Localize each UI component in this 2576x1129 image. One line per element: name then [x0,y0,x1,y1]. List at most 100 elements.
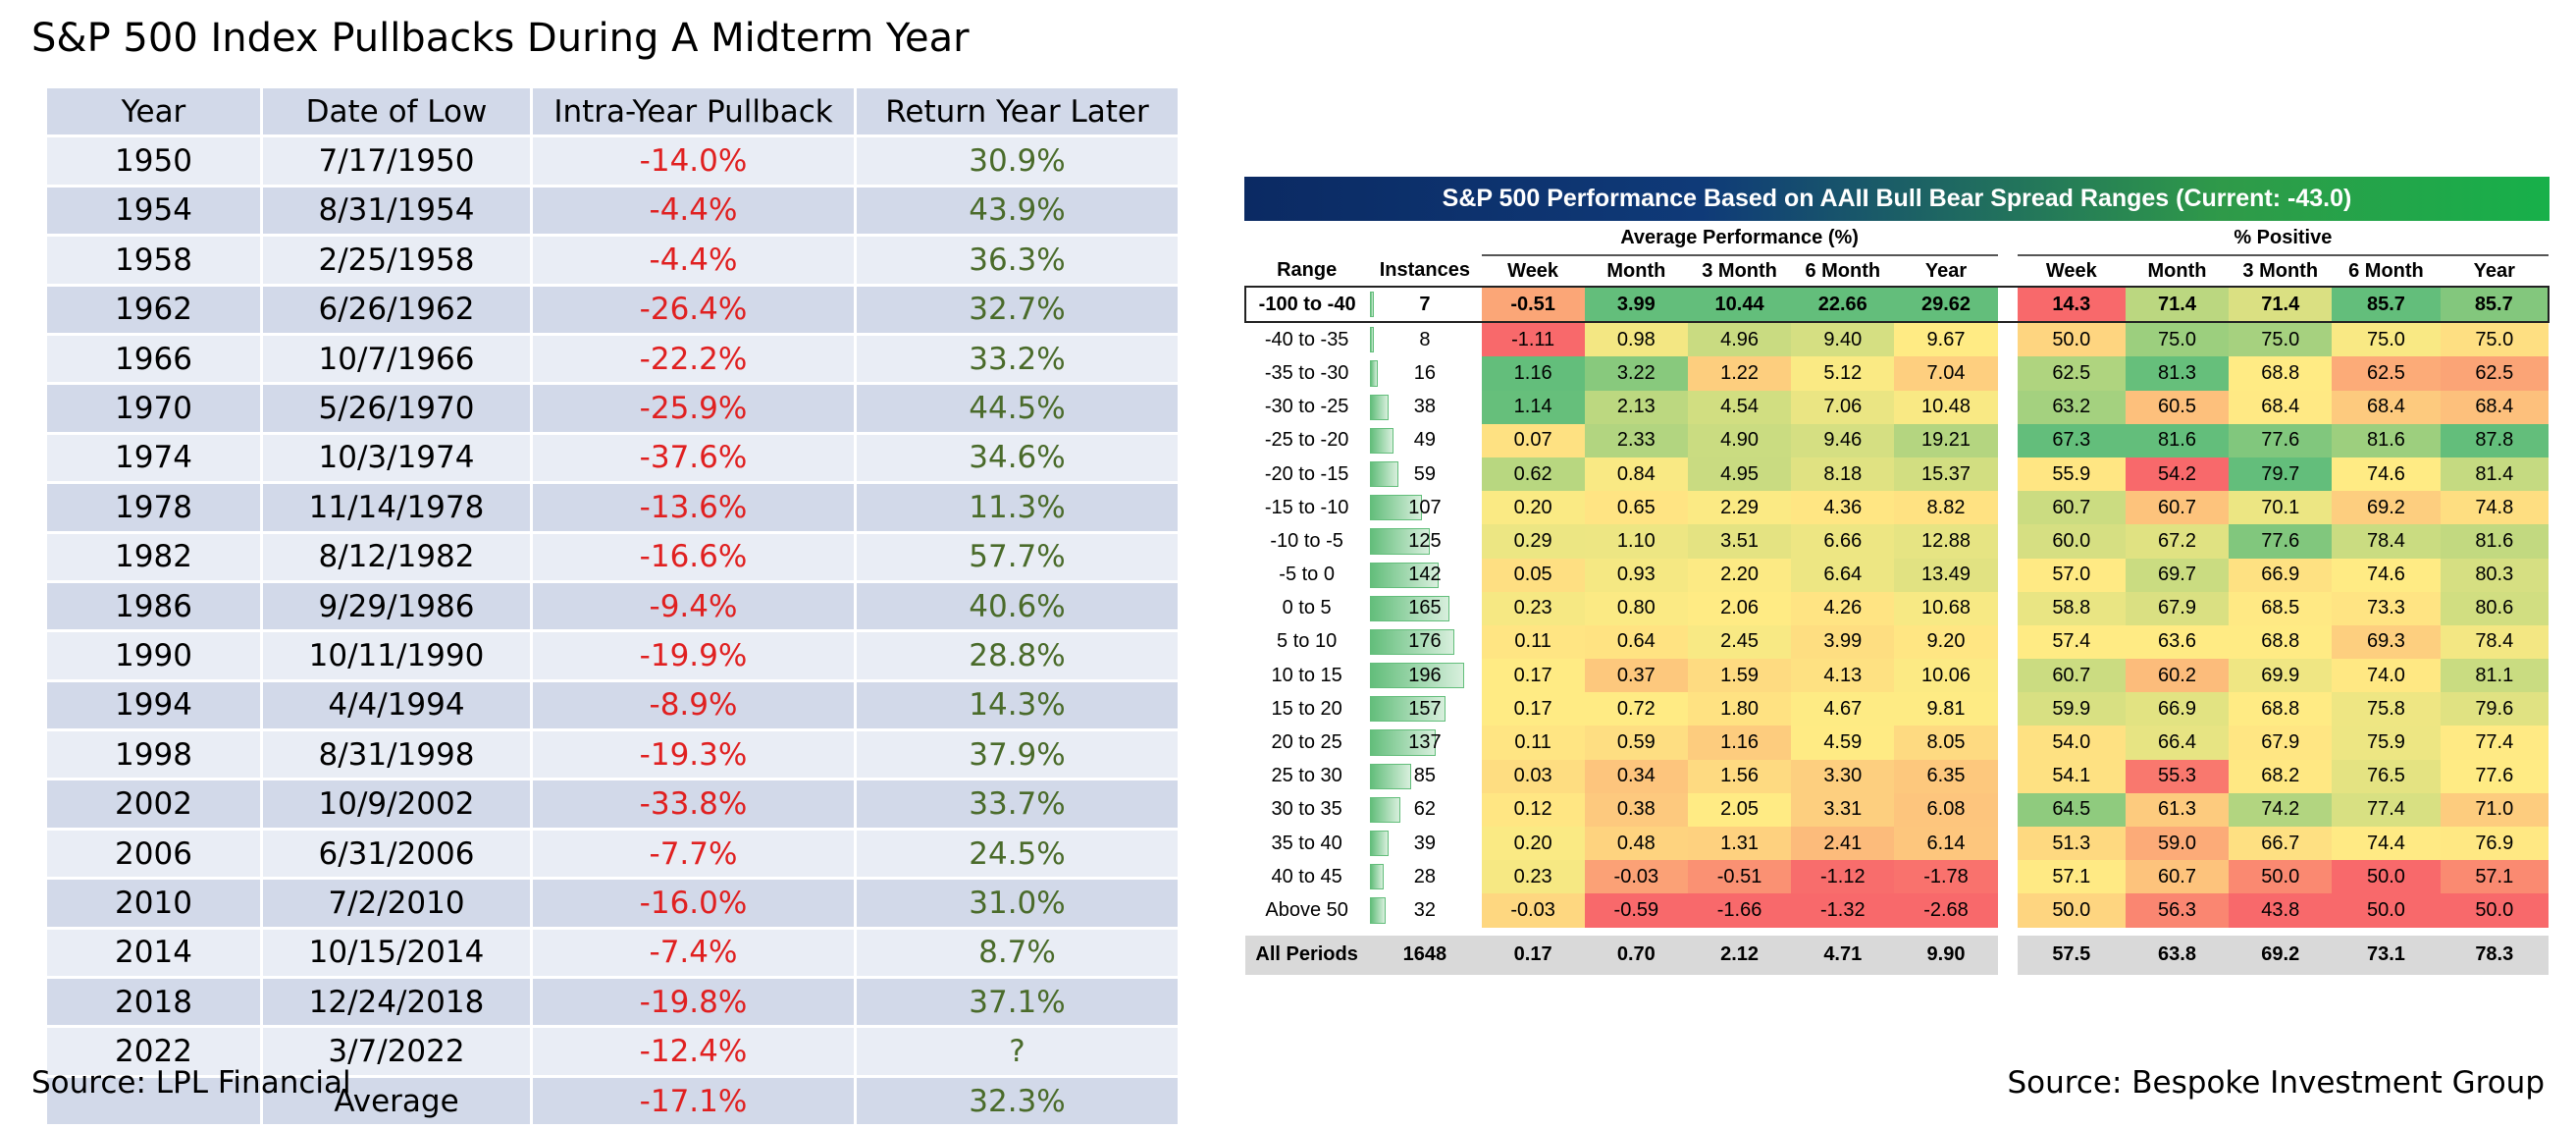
table-row: -15 to -10 107 0.20 0.65 2.29 4.36 8.82 60.7 60.… [1245,491,2549,525]
column-header: Date of Low [260,84,533,138]
pct-positive-cell: 66.9 [2125,692,2230,726]
avg-perf-cell: 4.71 [1791,927,1895,975]
pct-positive-cell: 57.0 [2017,558,2126,592]
table-row: -30 to -25 38 1.14 2.13 4.54 7.06 10.48 63.2 60.… [1245,390,2549,424]
pct-positive-cell: 81.1 [2440,659,2549,693]
instances-value: 39 [1413,832,1437,854]
avg-perf-cell: 9.40 [1791,322,1895,357]
column-header: Intra-Year Pullback [530,84,857,138]
column-header: 3 Month [2229,255,2333,288]
instances-value: 38 [1413,396,1437,418]
table-cell: 2/25/1958 [260,234,533,287]
instances-cell: 157 [1368,692,1481,726]
table-row: 1962 6/26/1962 -26.4% 32.7% [44,283,1181,336]
pct-positive-cell: 81.3 [2125,356,2230,391]
table-cell: -13.6% [530,481,857,534]
pct-positive-cell: 68.4 [2229,390,2333,424]
table-cell: -9.4% [530,579,857,633]
avg-perf-cell: 0.64 [1584,624,1688,660]
pct-positive-cell: 73.1 [2332,927,2441,975]
table-cell: 8/31/1954 [260,184,533,238]
instances-bar [1370,292,1374,318]
avg-perf-cell: 9.46 [1791,423,1895,457]
pct-positive-cell: 62.5 [2440,356,2549,391]
table-cell: 1998 [44,728,263,781]
summary-cell: -17.1% [530,1074,857,1128]
instances-value: 157 [1408,697,1442,720]
table-row: 1982 8/12/1982 -16.6% 57.7% [44,530,1181,583]
instances-cell: 137 [1368,726,1481,759]
pct-positive-cell: 59.0 [2125,827,2230,861]
avg-perf-cell: -1.12 [1791,860,1895,894]
avg-perf-cell: 13.49 [1894,558,1998,592]
table-cell: -8.9% [530,678,857,732]
table-row: -25 to -20 49 0.07 2.33 4.90 9.46 19.21 67.3 81.… [1245,423,2549,457]
table-cell: -37.6% [530,431,857,485]
pct-positive-cell: 75.0 [2332,322,2441,357]
avg-perf-cell: 0.59 [1584,726,1688,760]
instances-value: 8 [1419,328,1431,350]
table-cell: -26.4% [530,283,857,336]
pct-positive-cell: 80.3 [2440,558,2549,592]
pct-positive-cell: 69.2 [2229,927,2333,975]
range-cell: 35 to 40 [1271,832,1342,854]
instances-value: 59 [1413,462,1437,485]
avg-perf-cell: 1.10 [1584,524,1688,559]
avg-perf-cell: 10.68 [1894,591,1998,625]
pct-positive-cell: 60.5 [2125,390,2230,424]
instances-bar [1370,495,1422,521]
pct-positive-cell: 81.6 [2440,524,2549,559]
instances-value: 7 [1419,293,1431,315]
avg-perf-cell: 0.34 [1584,759,1688,793]
pct-positive-cell: 87.8 [2440,423,2549,457]
table-row: 1990 10/11/1990 -19.9% 28.8% [44,629,1181,682]
pct-positive-cell: 76.5 [2332,759,2441,793]
table-row: 2014 10/15/2014 -7.4% 8.7% [44,926,1181,980]
table-row: -35 to -30 16 1.16 3.22 1.22 5.12 7.04 62.5 81.3… [1245,356,2549,391]
table-row: 0 to 5 165 0.23 0.80 2.06 4.26 10.68 58.8 67.9 68… [1245,591,2549,625]
pct-positive-cell: 62.5 [2332,356,2441,391]
instances-cell: 38 [1368,391,1481,424]
pct-positive-cell: 70.1 [2229,491,2333,525]
pct-positive-cell: 76.9 [2440,827,2549,861]
avg-perf-cell: 1.80 [1687,692,1792,726]
range-cell: All Periods [1245,927,1369,975]
summary-cell [44,1074,263,1128]
avg-perf-cell: 3.99 [1791,624,1895,660]
pct-positive-cell: 50.0 [2017,893,2126,932]
instances-value: 107 [1408,496,1442,518]
pct-positive-cell: 71.4 [2229,285,2333,324]
page-title: S&P 500 Index Pullbacks During A Midterm… [31,16,970,61]
avg-perf-cell: 6.08 [1894,792,1998,827]
table-cell: 1978 [44,481,263,534]
instances-value: 125 [1408,529,1442,552]
pct-positive-cell: 55.3 [2125,759,2230,793]
table-row: 15 to 20 157 0.17 0.72 1.80 4.67 9.81 59.9 66.9 6… [1245,692,2549,726]
pct-positive-cell: 68.4 [2440,390,2549,424]
table-cell: 1994 [44,678,263,732]
table-cell: 1954 [44,184,263,238]
instances-bar [1370,528,1431,555]
avg-perf-cell: 2.12 [1687,927,1792,975]
table-cell: 3/7/2022 [260,1025,533,1078]
pct-positive-cell: 74.6 [2332,457,2441,492]
table-cell: 9/29/1986 [260,579,533,633]
instances-bar [1370,460,1399,488]
instances-bar [1370,897,1386,924]
avg-perf-cell: 2.33 [1584,423,1688,457]
pct-positive-cell: 43.8 [2229,893,2333,932]
instances-value: 28 [1413,865,1437,887]
range-cell: 20 to 25 [1271,731,1342,754]
pct-positive-cell: 78.4 [2332,524,2441,559]
pct-positive-cell: 74.4 [2332,827,2441,861]
pct-positive-cell: 57.5 [2017,927,2126,975]
table-row: 30 to 35 62 0.12 0.38 2.05 3.31 6.08 64.5 61.3 74… [1245,792,2549,827]
table-cell: -19.9% [530,629,857,682]
avg-perf-cell: -2.68 [1894,893,1998,932]
instances-cell: 62 [1368,793,1481,827]
avg-perf-cell: 2.13 [1584,390,1688,424]
pct-positive-cell: 78.3 [2440,927,2549,975]
instances-bar [1370,427,1394,454]
avg-perf-cell: 5.12 [1791,356,1895,391]
range-cell: -25 to -20 [1264,429,1349,452]
